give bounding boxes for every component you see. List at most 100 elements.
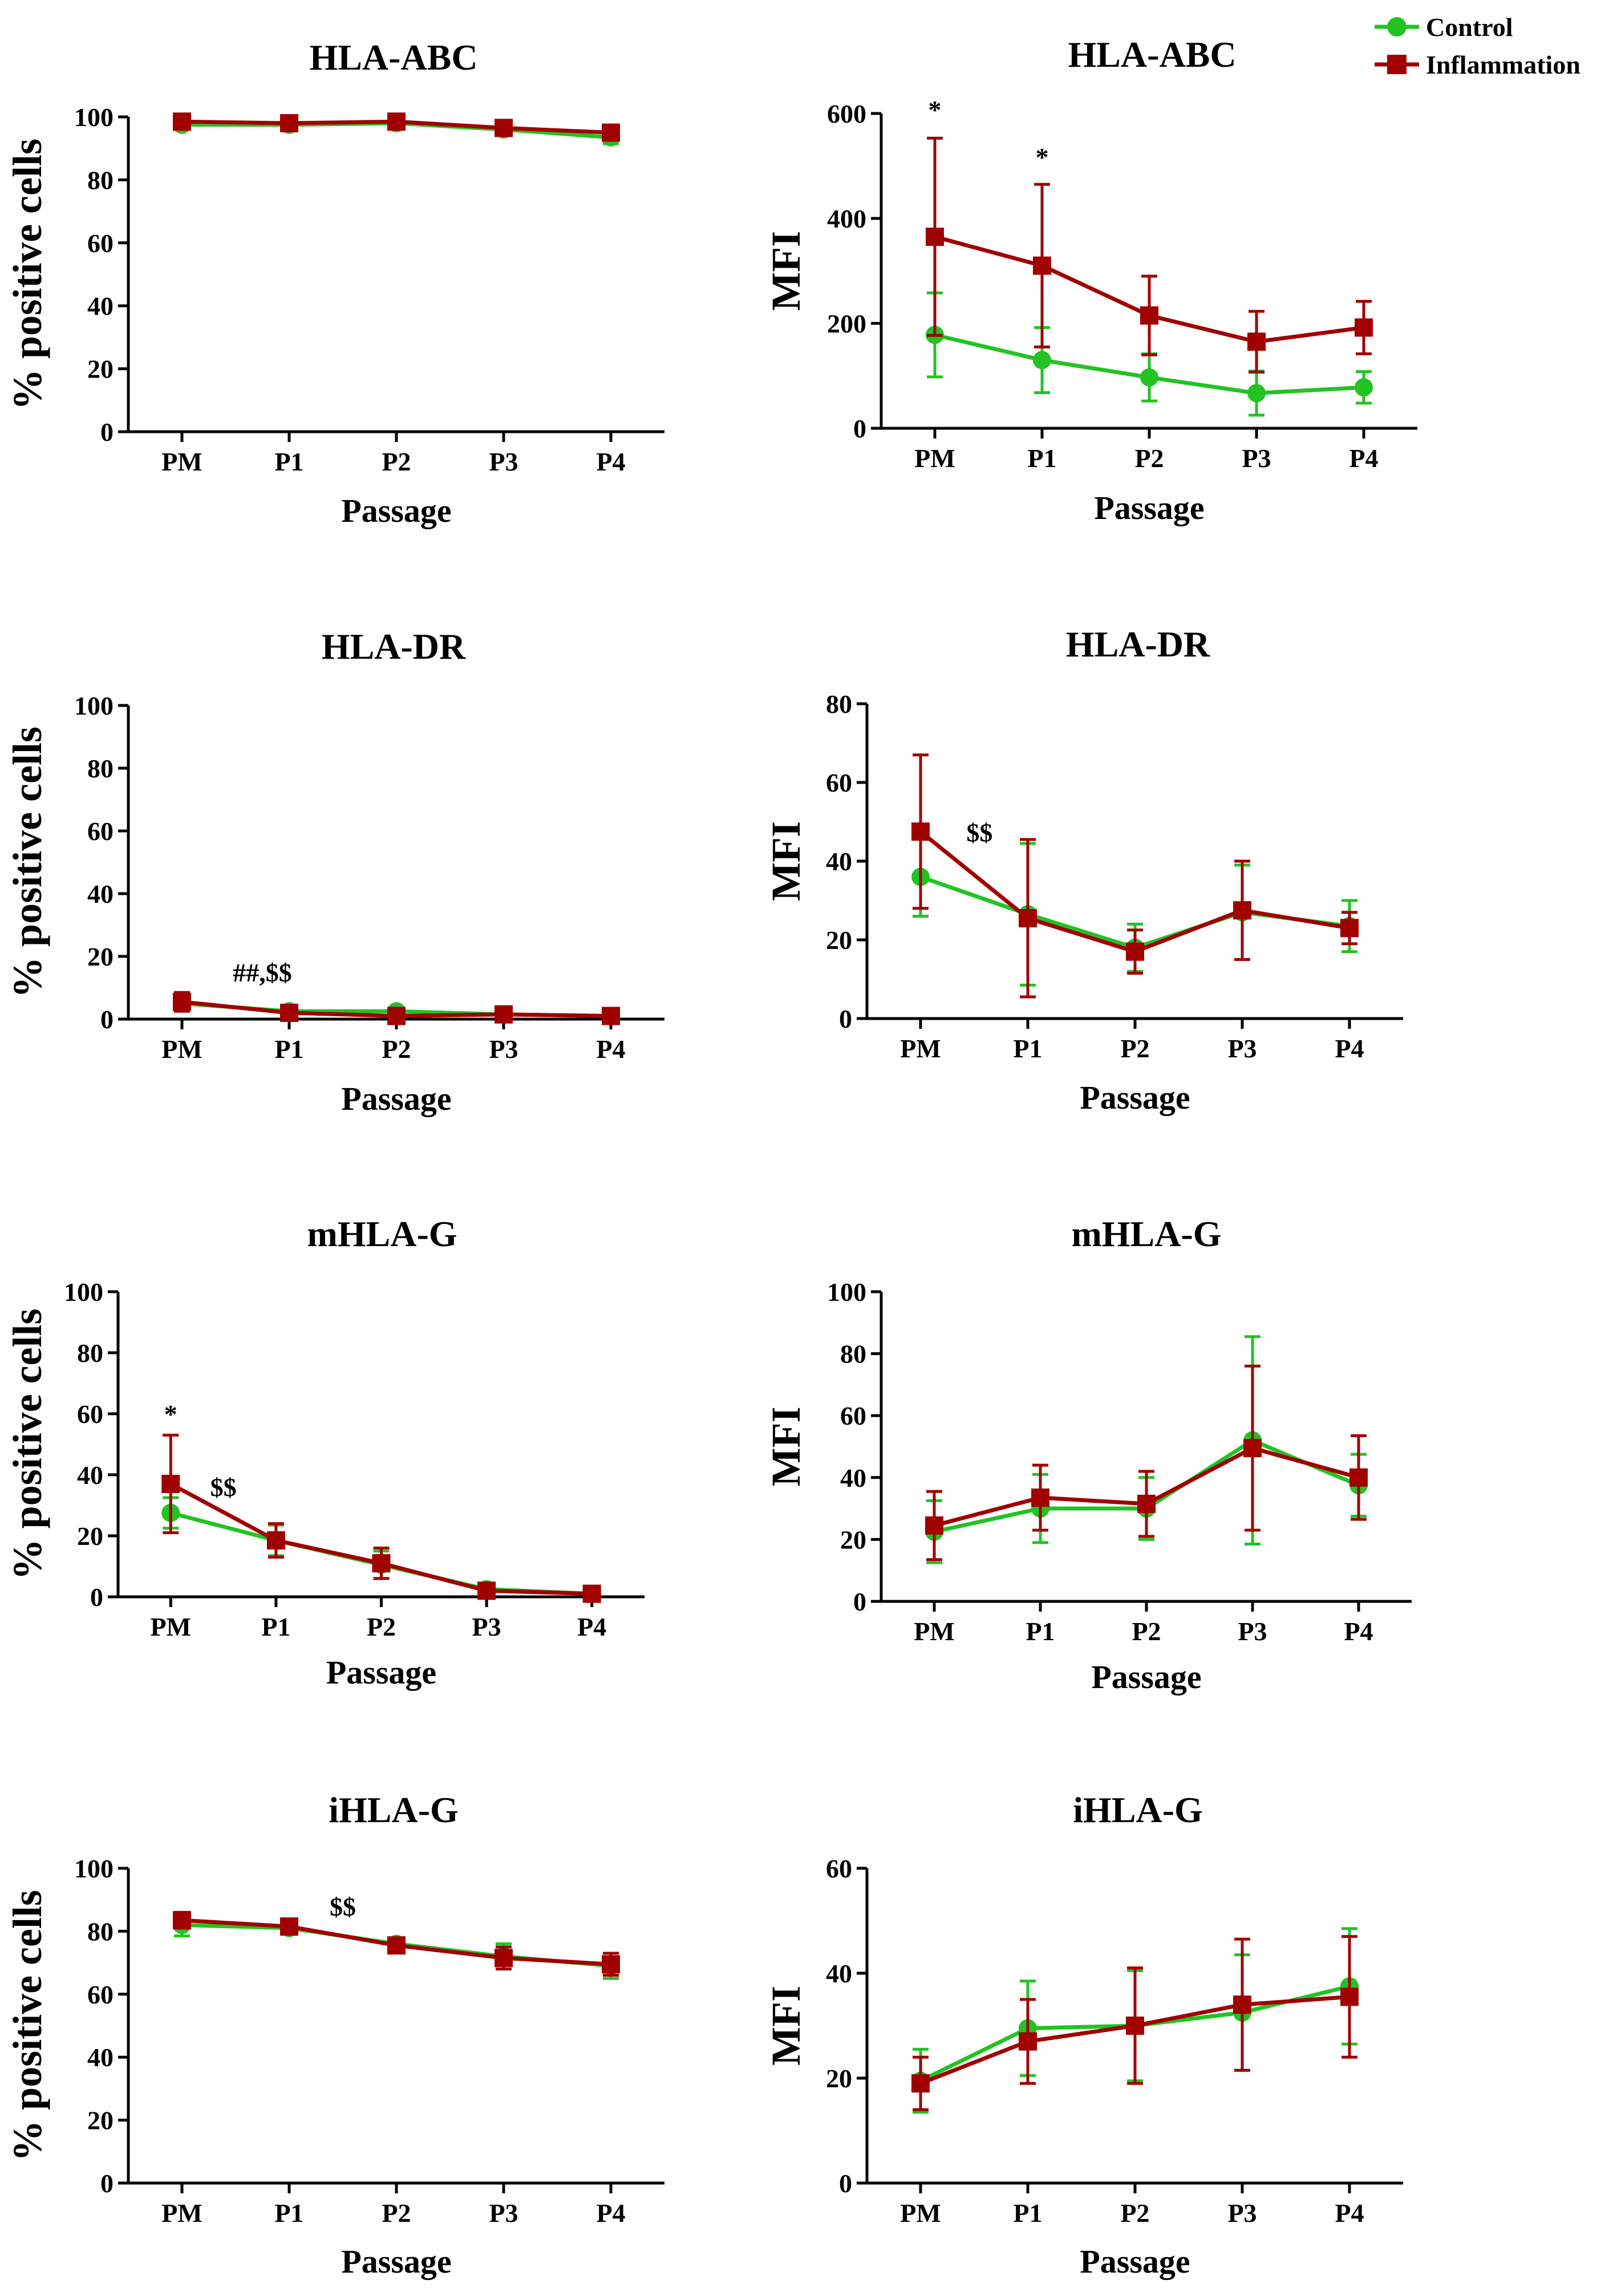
data-point xyxy=(495,1949,513,1968)
y-axis-label: % positive cells xyxy=(5,1309,50,1580)
legend-marker-circle xyxy=(1387,17,1407,36)
y-tick-label: 20 xyxy=(87,355,114,384)
legend-marker-square xyxy=(1387,55,1407,74)
x-tick-label: P1 xyxy=(274,447,303,476)
y-tick-label: 40 xyxy=(826,1959,852,1988)
data-point xyxy=(911,2074,930,2093)
x-tick-label: P2 xyxy=(382,2198,411,2228)
x-tick-label: P3 xyxy=(489,2198,518,2228)
chart-title: HLA-ABC xyxy=(1068,34,1236,75)
data-point xyxy=(1140,306,1158,325)
x-tick-label: P4 xyxy=(1335,1034,1364,1063)
y-tick-label: 100 xyxy=(74,691,114,720)
chart-title: mHLA-G xyxy=(1071,1214,1221,1254)
x-tick-label: P1 xyxy=(261,1612,290,1641)
chart-ihla-g-pct: iHLA-G 0 20 40 60 80 100 PM P1 P2 P3 P4 Passage % pos… xyxy=(5,1790,664,2280)
y-tick-label: 100 xyxy=(64,1277,103,1307)
x-tick-label: P3 xyxy=(489,1035,518,1064)
chart-title: mHLA-G xyxy=(307,1214,457,1254)
y-tick-label: 0 xyxy=(90,1583,103,1612)
x-tick-label: P2 xyxy=(382,1035,411,1064)
data-point xyxy=(602,1955,620,1974)
y-tick-label: 40 xyxy=(840,1463,866,1492)
data-point xyxy=(1033,351,1051,370)
x-tick-label: PM xyxy=(900,2198,941,2228)
y-axis-label: % positive cells xyxy=(5,1890,50,2161)
x-tick-label: P3 xyxy=(1227,2198,1257,2228)
data-point xyxy=(1019,2032,1037,2051)
series-inflammation xyxy=(911,1935,1359,2111)
data-point xyxy=(1355,378,1373,397)
data-point xyxy=(173,1911,191,1930)
y-tick-label: 20 xyxy=(77,1522,103,1551)
x-axis-label: Passage xyxy=(1091,1658,1201,1695)
chart-title: iHLA-G xyxy=(329,1790,459,1830)
x-tick-label: P4 xyxy=(1349,444,1378,473)
x-tick-label: P3 xyxy=(489,447,518,476)
data-point xyxy=(1233,901,1251,920)
y-tick-label: 400 xyxy=(827,204,866,233)
y-axis-label: MFI xyxy=(763,1407,809,1487)
data-point xyxy=(387,1936,406,1955)
x-tick-label: P1 xyxy=(1027,444,1056,473)
data-point xyxy=(173,992,191,1011)
y-tick-label: 0 xyxy=(839,1004,852,1033)
y-tick-label: 600 xyxy=(827,99,866,128)
x-tick-label: P2 xyxy=(1134,444,1164,473)
data-point xyxy=(173,112,191,131)
data-point xyxy=(1355,318,1373,337)
y-tick-label: 0 xyxy=(853,414,866,443)
x-tick-label: P2 xyxy=(1120,1034,1149,1063)
x-axis-label: Passage xyxy=(326,1654,436,1691)
series-inflammation xyxy=(173,991,620,1025)
y-tick-label: 60 xyxy=(87,229,114,258)
chart-title: HLA-DR xyxy=(322,626,466,667)
chart-ihla-g-mfi: iHLA-G 0 20 40 60 PM P1 P2 P3 P4 Passage MFI xyxy=(763,1790,1403,2280)
data-point xyxy=(161,1475,180,1494)
x-tick-label: P2 xyxy=(1132,1617,1161,1646)
data-point xyxy=(1349,1468,1368,1487)
x-tick-label: P3 xyxy=(472,1612,501,1641)
y-tick-label: 60 xyxy=(826,768,852,797)
chart-hla-dr-mfi: HLA-DR 0 20 40 60 80 PM P1 P2 P3 P4 Passage MFI $$ xyxy=(763,624,1403,1116)
data-point xyxy=(495,1005,513,1024)
data-point xyxy=(1340,919,1359,938)
y-tick-label: 20 xyxy=(826,2064,852,2093)
data-point xyxy=(602,1007,620,1025)
legend: Control Inflammation xyxy=(1375,13,1580,79)
chart-hla-dr-pct: HLA-DR 0 20 40 60 80 100 PM P1 P2 P3 P4 Passage % pos… xyxy=(5,626,664,1117)
data-point xyxy=(280,114,298,133)
significance-annotation: * xyxy=(929,95,942,124)
data-point xyxy=(1033,256,1051,275)
x-tick-label: P4 xyxy=(596,2198,625,2228)
series-inflammation xyxy=(173,112,620,142)
x-tick-label: PM xyxy=(161,447,202,476)
data-point xyxy=(1233,1995,1251,2014)
y-tick-label: 0 xyxy=(100,1005,114,1034)
y-tick-label: 60 xyxy=(77,1399,103,1429)
chart-hla-abc-mfi: HLA-ABC 0 200 400 600 PM P1 P2 P3 P4 Passage MFI * * xyxy=(763,34,1417,526)
chart-panels: HLA-ABC 0 20 40 60 80 100 PM P1 P2 P3 P4 Passage % po… xyxy=(5,34,1417,2280)
significance-annotation: $$ xyxy=(330,1892,356,1921)
y-tick-label: 40 xyxy=(826,847,852,876)
significance-annotation: $$ xyxy=(210,1472,237,1502)
data-point xyxy=(1019,909,1037,928)
data-point xyxy=(1247,384,1266,403)
y-tick-label: 80 xyxy=(87,1917,114,1946)
chart-hla-abc-pct: HLA-ABC 0 20 40 60 80 100 PM P1 P2 P3 P4 Passage % po… xyxy=(5,37,664,529)
y-tick-label: 80 xyxy=(77,1338,103,1368)
x-axis-label: Passage xyxy=(1080,2243,1190,2280)
y-tick-label: 40 xyxy=(87,879,114,908)
x-tick-label: PM xyxy=(914,444,955,473)
x-axis-label: Passage xyxy=(341,492,451,529)
series-inflammation xyxy=(911,753,1359,999)
x-tick-label: P1 xyxy=(274,1035,303,1064)
x-axis-label: Passage xyxy=(1080,1079,1190,1116)
series-inflammation xyxy=(925,1364,1368,1561)
y-axis-label: MFI xyxy=(763,1986,809,2066)
data-point xyxy=(1243,1439,1262,1458)
series-inflammation xyxy=(173,1910,620,1977)
chart-title: HLA-ABC xyxy=(309,37,477,78)
y-tick-label: 20 xyxy=(87,942,114,971)
y-tick-label: 80 xyxy=(87,754,114,783)
